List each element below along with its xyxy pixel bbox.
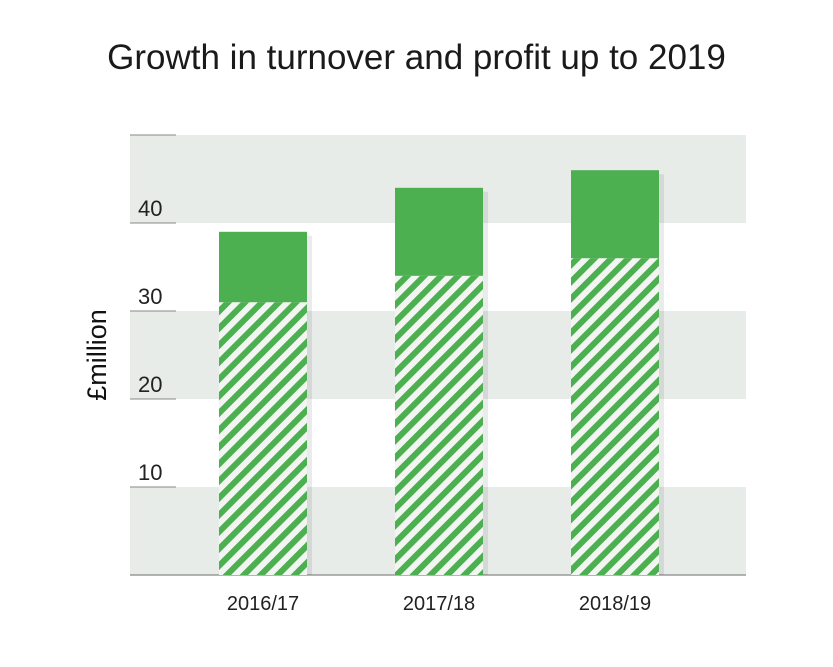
x-tick-label: 2018/19 xyxy=(579,593,651,615)
y-tick-label: 20 xyxy=(138,372,162,397)
y-axis-label: £million xyxy=(82,309,112,401)
bar-segment-solid xyxy=(395,187,483,276)
x-tick-label: 2017/18 xyxy=(403,593,475,615)
y-tick-label: 40 xyxy=(138,196,162,221)
x-axis: 2016/17 2017/18 2018/19 xyxy=(227,593,651,615)
bar-segment-hatched xyxy=(219,302,307,575)
x-tick-label: 2016/17 xyxy=(227,593,299,615)
bar-segment-solid xyxy=(571,170,659,259)
bar-segment-solid xyxy=(219,231,307,303)
bar-segment-hatched xyxy=(395,275,483,575)
bars xyxy=(219,170,664,576)
bar-segment-hatched xyxy=(571,258,659,575)
y-tick-label: 10 xyxy=(138,460,162,485)
chart-title: Growth in turnover and profit up to 2019 xyxy=(107,38,726,77)
y-tick-label: 30 xyxy=(138,284,162,309)
